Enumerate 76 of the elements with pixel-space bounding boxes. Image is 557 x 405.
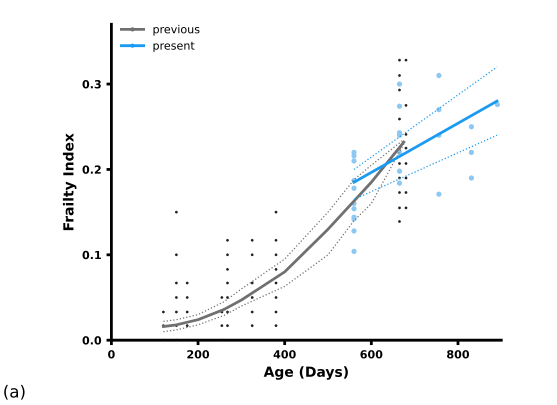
point bbox=[398, 162, 401, 165]
point bbox=[398, 58, 401, 62]
point bbox=[351, 228, 357, 234]
x-axis-title: Age (Days) bbox=[264, 366, 348, 380]
point bbox=[274, 238, 278, 242]
y-tick-label: 0.1 bbox=[82, 250, 101, 260]
text: (a) bbox=[4, 384, 25, 400]
point bbox=[226, 324, 229, 328]
point bbox=[274, 268, 278, 271]
point bbox=[436, 72, 442, 78]
x-tick-label: 400 bbox=[274, 350, 296, 359]
x-tick-label: 600 bbox=[360, 350, 382, 359]
point bbox=[226, 253, 229, 256]
point bbox=[351, 206, 357, 212]
point bbox=[398, 220, 401, 223]
point bbox=[174, 310, 178, 314]
point bbox=[404, 191, 408, 194]
point bbox=[404, 206, 408, 210]
point bbox=[351, 158, 357, 164]
point bbox=[250, 310, 254, 314]
y-tick-label: 0.0 bbox=[82, 336, 102, 345]
point bbox=[404, 176, 408, 180]
point bbox=[250, 324, 254, 328]
point bbox=[398, 74, 401, 77]
point bbox=[398, 191, 401, 194]
point bbox=[404, 133, 408, 136]
point bbox=[274, 324, 278, 328]
legend-label: previous bbox=[154, 24, 200, 36]
point bbox=[226, 282, 229, 284]
point bbox=[274, 310, 278, 314]
y-tick-label: 0.2 bbox=[82, 165, 101, 174]
point bbox=[274, 253, 278, 256]
point bbox=[220, 296, 224, 299]
point bbox=[186, 296, 189, 299]
point bbox=[398, 118, 401, 120]
point bbox=[436, 192, 442, 197]
y-axis-title: Frailty Index bbox=[62, 133, 76, 230]
x-tick-label: 0 bbox=[108, 350, 115, 359]
point bbox=[186, 282, 189, 284]
point bbox=[250, 238, 254, 242]
point bbox=[468, 124, 474, 130]
point bbox=[226, 268, 229, 271]
point bbox=[396, 104, 402, 109]
point bbox=[404, 162, 408, 165]
point bbox=[250, 296, 254, 299]
point bbox=[174, 210, 178, 214]
legend-label: present bbox=[154, 42, 194, 52]
point bbox=[174, 253, 178, 256]
point bbox=[351, 186, 357, 191]
point bbox=[468, 150, 474, 155]
point bbox=[274, 282, 278, 284]
point bbox=[226, 310, 229, 314]
x-tick-label: 200 bbox=[187, 350, 210, 359]
point bbox=[274, 296, 278, 299]
point bbox=[396, 81, 402, 87]
point bbox=[351, 248, 357, 254]
point bbox=[226, 296, 229, 299]
point bbox=[174, 296, 178, 299]
point bbox=[250, 282, 254, 284]
point bbox=[404, 104, 408, 107]
point bbox=[396, 168, 402, 174]
point bbox=[250, 253, 254, 256]
point bbox=[396, 180, 402, 186]
point bbox=[398, 206, 401, 210]
point bbox=[274, 210, 278, 214]
point bbox=[404, 58, 408, 62]
point bbox=[404, 146, 408, 150]
point bbox=[468, 175, 474, 181]
point bbox=[174, 282, 178, 284]
point bbox=[162, 310, 165, 314]
y-tick-label: 0.3 bbox=[82, 80, 101, 88]
point bbox=[398, 88, 401, 92]
point bbox=[220, 324, 224, 328]
x-tick-label: 800 bbox=[447, 350, 470, 359]
point bbox=[186, 310, 189, 314]
point bbox=[226, 238, 229, 242]
